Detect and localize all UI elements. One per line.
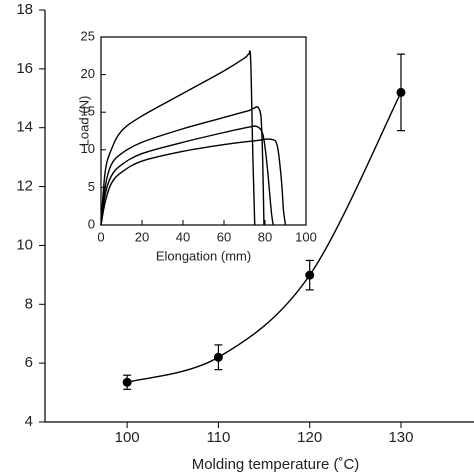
y-tick-label: 20 — [81, 66, 95, 81]
x-tick-label: 130 — [388, 429, 413, 446]
series-line — [126, 92, 402, 383]
series-line — [100, 125, 274, 226]
x-axis-label: Molding temperature (˚C) — [192, 456, 360, 473]
y-tick-label: 15 — [81, 104, 95, 119]
y-tick-label: 8 — [25, 295, 33, 312]
x-tick-label: 110 — [206, 429, 230, 446]
y-axis-label: Load (N) — [76, 96, 91, 147]
chart-panel: 0 5 10 15 20 25 0 20 40 60 80 100 Elongation (mm) Loa… — [76, 28, 316, 263]
plot-area — [100, 36, 307, 226]
x-tick-label: 80 — [258, 229, 272, 244]
x-tick-label: 40 — [176, 229, 190, 244]
y-tick-label: 12 — [16, 178, 33, 195]
x-tick-label: 100 — [115, 429, 140, 446]
x-tick-label: 100 — [295, 229, 317, 244]
y-tick-label: 14 — [16, 119, 33, 136]
series-line — [100, 50, 256, 226]
data-point — [213, 352, 223, 362]
y-tick-label: 18 — [16, 1, 33, 18]
x-tick-label: 120 — [297, 429, 322, 446]
data-point — [122, 377, 132, 387]
x-tick-label: 20 — [135, 229, 149, 244]
y-tick-label: 6 — [25, 354, 33, 371]
y-tick-label: 0 — [88, 216, 95, 231]
x-axis-label: Elongation (mm) — [156, 248, 251, 263]
series-line — [100, 138, 287, 226]
y-tick-label: 10 — [16, 236, 33, 253]
y-tick-label: 4 — [25, 413, 33, 430]
y-tick-label: 16 — [16, 60, 33, 77]
x-tick-label: 0 — [97, 229, 104, 244]
y-tick-label: 10 — [81, 141, 95, 156]
y-tick-label: 5 — [88, 179, 95, 194]
data-point — [396, 87, 406, 97]
data-point — [305, 270, 315, 280]
x-tick-label: 60 — [217, 229, 231, 244]
y-tick-label: 25 — [81, 28, 95, 43]
series-line — [100, 106, 265, 226]
